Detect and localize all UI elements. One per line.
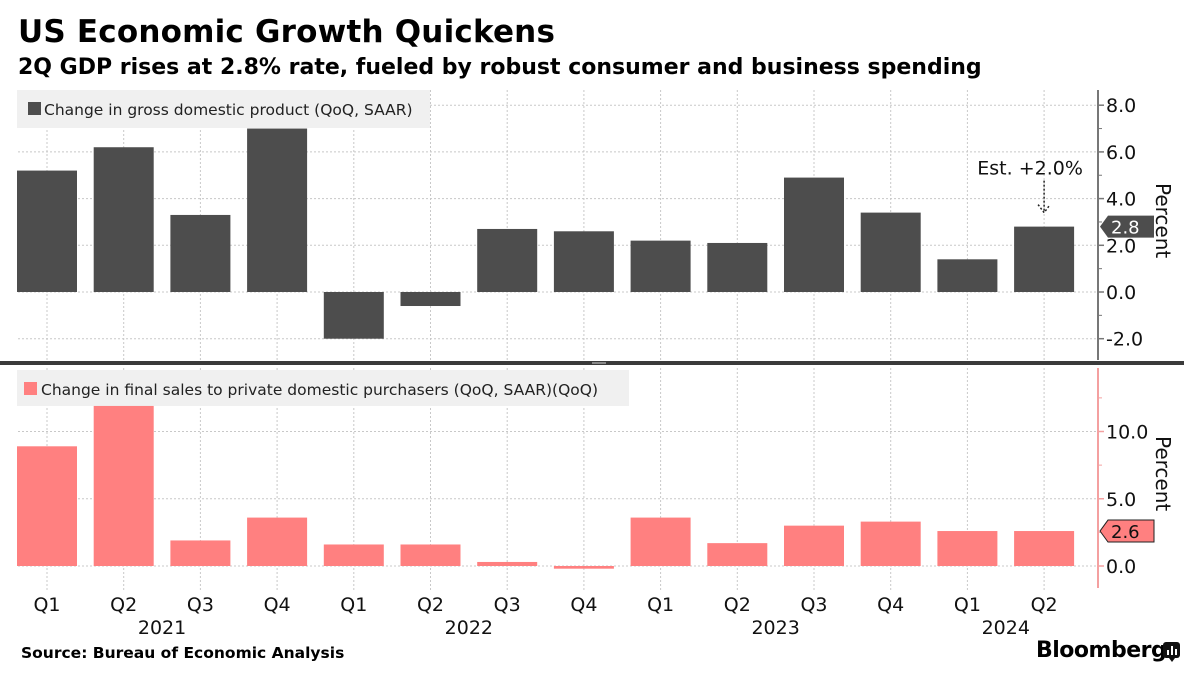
x-tick-label: Q3 [494, 594, 521, 616]
x-tick-label: Q4 [570, 594, 597, 616]
estimate-annotation-text: Est. +2.0% [977, 158, 1083, 180]
x-tick-label: Q1 [647, 594, 674, 616]
sales-bar [477, 561, 538, 566]
gdp-bar [170, 214, 231, 292]
bottom-bars [17, 405, 1075, 569]
top-y-tick-label: 4.0 [1106, 189, 1136, 211]
x-year-label: 2023 [751, 617, 799, 639]
top-y-tick-label: 8.0 [1106, 95, 1136, 117]
top-last-value-badge: 2.8 [1100, 215, 1154, 239]
top-y-axis-title: Percent [1151, 183, 1175, 258]
top-last-value-label: 2.8 [1111, 218, 1140, 239]
chart-subtitle: 2Q GDP rises at 2.8% rate, fueled by rob… [18, 55, 982, 80]
top-bars [17, 128, 1075, 339]
sales-bar [937, 531, 998, 566]
gdp-bar [860, 212, 921, 292]
x-tick-label: Q3 [187, 594, 214, 616]
bottom-y-tick-label: 5.0 [1106, 489, 1136, 511]
gdp-bar [477, 228, 538, 292]
top-legend-background [17, 90, 430, 128]
x-year-label: 2021 [138, 617, 186, 639]
sales-bar [93, 405, 154, 566]
source-note: Source: Bureau of Economic Analysis [21, 644, 345, 662]
bottom-legend: Change in final sales to private domesti… [17, 370, 629, 406]
x-tick-label: Q1 [340, 594, 367, 616]
sales-bar [247, 517, 308, 566]
sales-bar [17, 446, 77, 566]
x-tick-label: Q4 [877, 594, 904, 616]
bottom-last-value-badge-shape [1099, 519, 1155, 543]
bottom-y-tick-label: 0.0 [1106, 556, 1136, 578]
sales-bar [400, 544, 461, 566]
sales-bar [630, 517, 691, 566]
gdp-bar [937, 259, 998, 292]
sales-bar [170, 540, 231, 566]
gdp-bar [784, 177, 844, 292]
gdp-bar [553, 231, 614, 292]
sales-bar [1014, 531, 1075, 566]
gdp-bar [17, 170, 77, 292]
top-last-value-badge-shape [1100, 215, 1154, 238]
top-y-tick-label: 2.0 [1106, 235, 1136, 257]
x-tick-label: Q3 [800, 594, 827, 616]
gdp-bar [323, 292, 384, 339]
bottom-y-axis: 10.0 5.0 0.0 [1097, 368, 1148, 588]
x-tick-label: Q2 [110, 594, 137, 616]
panel-resize-handle[interactable] [592, 362, 606, 364]
gdp-bar [707, 242, 768, 292]
chart-title: US Economic Growth Quickens [18, 14, 556, 50]
sales-bar [323, 544, 384, 566]
top-legend-label: Change in gross domestic product (QoQ, S… [44, 101, 413, 119]
top-y-tick-label: 0.0 [1106, 282, 1136, 304]
bottom-legend-swatch [24, 382, 37, 395]
x-tick-label: Q2 [417, 594, 444, 616]
bottom-last-value-label: 2.6 [1111, 522, 1140, 543]
bottom-legend-background [17, 370, 629, 406]
top-legend: Change in gross domestic product (QoQ, S… [17, 90, 430, 128]
gdp-bar [93, 147, 154, 292]
x-tick-label: Q1 [954, 594, 981, 616]
gdp-bar [400, 292, 461, 307]
x-tick-label: Q2 [1031, 594, 1058, 616]
gdp-bar [630, 240, 691, 292]
gdp-bar [1014, 226, 1075, 292]
x-year-label: 2024 [982, 617, 1030, 639]
top-y-axis: 8.0 6.0 4.0 2.0 0.0 -2.0 [1097, 90, 1143, 360]
bottom-y-axis-title: Percent [1151, 436, 1175, 511]
top-y-tick-label: -2.0 [1106, 329, 1143, 351]
bottom-y-tick-label: 10.0 [1106, 422, 1148, 444]
x-tick-label: Q1 [33, 594, 60, 616]
x-tick-label: Q4 [264, 594, 291, 616]
sales-bar [553, 566, 614, 569]
top-y-tick-label: 6.0 [1106, 142, 1136, 164]
x-year-label: 2022 [445, 617, 493, 639]
brand-logo-text: Bloomberg [1036, 638, 1167, 663]
bottom-legend-label: Change in final sales to private domesti… [41, 381, 598, 399]
sales-bar [860, 521, 921, 566]
top-legend-swatch [28, 102, 41, 115]
sales-bar [784, 525, 844, 566]
gdp-bar [247, 128, 308, 292]
sales-bar [707, 543, 768, 566]
bloomberg-chart-icon [1163, 642, 1180, 662]
bottom-last-value-badge: 2.6 [1099, 519, 1155, 543]
estimate-annotation: Est. +2.0% [977, 158, 1083, 214]
x-tick-label: Q2 [724, 594, 751, 616]
estimate-arrow-head [1037, 204, 1051, 214]
